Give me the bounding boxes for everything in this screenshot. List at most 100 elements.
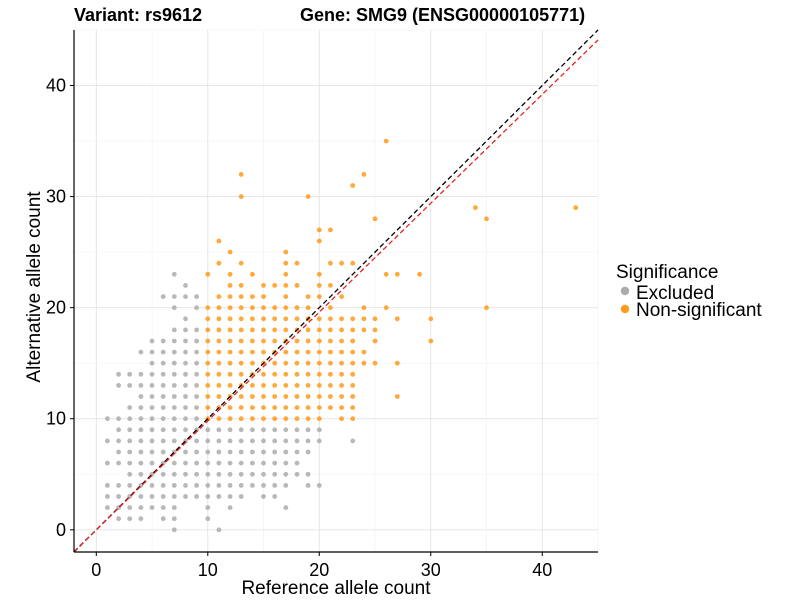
point-excluded <box>116 383 121 388</box>
point-non-significant <box>328 227 333 233</box>
point-non-significant <box>216 327 222 333</box>
point-excluded <box>261 427 266 433</box>
point-excluded <box>149 483 155 488</box>
point-non-significant <box>216 238 222 244</box>
point-non-significant <box>238 260 244 266</box>
point-excluded <box>216 527 222 533</box>
point-excluded <box>116 516 121 522</box>
point-non-significant <box>238 194 244 200</box>
point-non-significant <box>350 338 356 344</box>
point-non-significant <box>316 327 322 333</box>
point-excluded <box>183 427 188 433</box>
point-excluded <box>171 305 177 311</box>
point-excluded <box>261 460 266 466</box>
point-non-significant <box>272 405 278 410</box>
point-excluded <box>138 349 144 355</box>
point-excluded <box>160 427 166 433</box>
point-non-significant <box>238 283 244 288</box>
point-non-significant <box>294 360 300 366</box>
point-excluded <box>194 360 200 366</box>
point-non-significant <box>283 327 289 333</box>
point-excluded <box>160 371 166 377</box>
point-excluded <box>272 460 278 466</box>
point-excluded <box>194 394 200 399</box>
point-excluded <box>160 294 166 299</box>
point-excluded <box>194 449 200 455</box>
point-non-significant <box>272 383 278 388</box>
point-excluded <box>194 338 200 344</box>
point-non-significant <box>316 227 322 233</box>
point-excluded <box>138 494 144 499</box>
point-non-significant <box>350 360 356 366</box>
point-excluded <box>194 483 200 488</box>
point-excluded <box>138 416 144 422</box>
legend-label-non-significant: Non-significant <box>636 300 762 321</box>
point-excluded <box>149 460 155 466</box>
point-excluded <box>149 416 155 422</box>
point-non-significant <box>316 271 322 277</box>
point-non-significant <box>316 394 322 399</box>
point-non-significant <box>261 394 266 399</box>
point-non-significant <box>350 316 356 322</box>
point-excluded <box>138 394 144 399</box>
point-non-significant <box>316 294 322 299</box>
point-excluded <box>138 471 144 477</box>
point-non-significant <box>361 316 367 322</box>
point-excluded <box>227 483 233 488</box>
point-non-significant <box>205 316 211 322</box>
y-tick-label: 0 <box>56 520 66 540</box>
point-excluded <box>183 360 188 366</box>
point-non-significant <box>227 305 233 311</box>
point-excluded <box>238 460 244 466</box>
point-excluded <box>272 438 278 444</box>
point-non-significant <box>339 394 344 399</box>
point-non-significant <box>250 271 255 277</box>
point-excluded <box>261 438 266 444</box>
point-non-significant <box>205 327 211 333</box>
point-non-significant <box>339 316 344 322</box>
point-excluded <box>138 371 144 377</box>
point-non-significant <box>283 360 289 366</box>
point-non-significant <box>417 271 422 277</box>
point-non-significant <box>238 360 244 366</box>
x-tick-label: 40 <box>532 560 552 580</box>
point-excluded <box>149 394 155 399</box>
point-non-significant <box>261 294 266 299</box>
point-excluded <box>127 405 133 410</box>
point-excluded <box>283 460 289 466</box>
point-non-significant <box>238 305 244 311</box>
point-excluded <box>138 383 144 388</box>
point-excluded <box>227 438 233 444</box>
point-non-significant <box>372 327 378 333</box>
point-non-significant <box>227 327 233 333</box>
point-non-significant <box>372 338 378 344</box>
point-non-significant <box>250 394 255 399</box>
point-non-significant <box>394 316 400 322</box>
point-excluded <box>138 427 144 433</box>
point-excluded <box>205 494 211 499</box>
point-non-significant <box>428 338 434 344</box>
point-non-significant <box>316 316 322 322</box>
point-non-significant <box>250 405 255 410</box>
point-excluded <box>183 405 188 410</box>
point-excluded <box>294 427 300 433</box>
point-excluded <box>105 460 110 466</box>
point-excluded <box>272 494 278 499</box>
point-non-significant <box>361 349 367 355</box>
x-axis-title: Reference allele count <box>241 578 431 599</box>
point-excluded <box>149 338 155 344</box>
point-excluded <box>160 483 166 488</box>
point-excluded <box>171 505 177 510</box>
point-excluded <box>283 438 289 444</box>
point-non-significant <box>328 394 333 399</box>
point-excluded <box>127 460 133 466</box>
point-non-significant <box>238 316 244 322</box>
point-non-significant <box>339 327 344 333</box>
point-non-significant <box>394 394 400 399</box>
point-non-significant <box>339 360 344 366</box>
point-non-significant <box>272 416 278 422</box>
point-excluded <box>127 505 133 510</box>
point-excluded <box>171 494 177 499</box>
point-non-significant <box>227 416 233 422</box>
data-points <box>105 138 579 533</box>
